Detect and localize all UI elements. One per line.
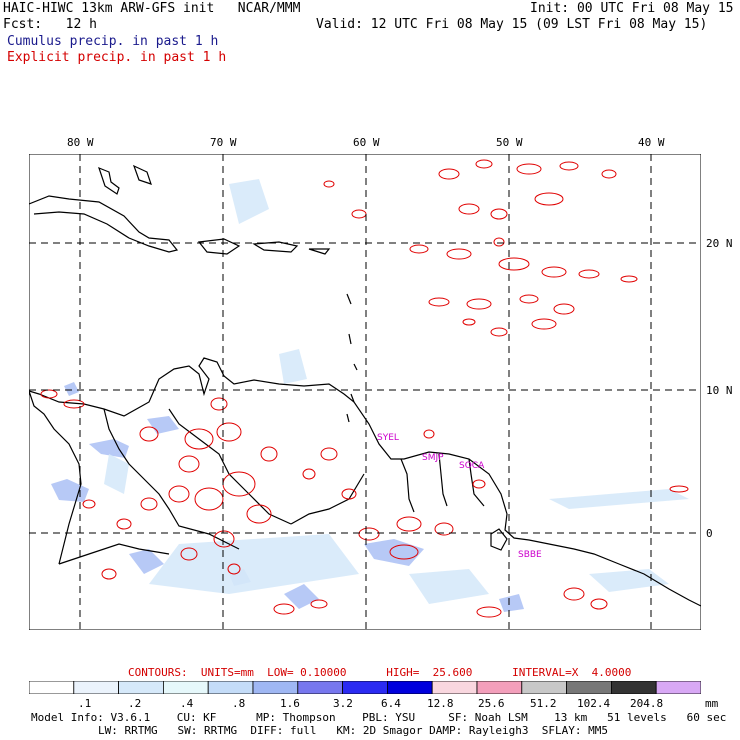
lon-label-60w: 60 W: [353, 136, 380, 149]
colorbar-swatch: [521, 681, 567, 694]
colorbar-swatch: [118, 681, 164, 694]
map-frame: [29, 154, 701, 630]
explicit-precip-layer: [40, 159, 689, 618]
valid-time: Valid: 12 UTC Fri 08 May 15 (09 LST Fri …: [316, 17, 708, 32]
lon-label-40w: 40 W: [638, 136, 665, 149]
colorbar-swatch: [297, 681, 343, 694]
precip-map: SYEL SMJP SOCA SBBE: [29, 154, 701, 630]
colorbar-swatch: [655, 681, 701, 694]
lon-label-80w: 80 W: [67, 136, 94, 149]
cbar-label-1.6: 1.6: [280, 697, 300, 710]
cbar-label-6.4: 6.4: [381, 697, 401, 710]
station-label-smjp: SMJP: [422, 453, 444, 463]
colorbar-swatch: [342, 681, 388, 694]
cbar-label-3.2: 3.2: [333, 697, 353, 710]
forecast-hour: Fcst: 12 h: [3, 17, 97, 32]
model-title: HAIC-HIWC 13km ARW-GFS init NCAR/MMM: [3, 1, 301, 16]
lat-label-10n: 10 N: [706, 384, 733, 397]
station-label-sbbe: SBBE: [518, 550, 542, 560]
colorbar-swatch: [431, 681, 478, 694]
colorbar-swatch: [29, 681, 75, 694]
cbar-label-0.1: .1: [78, 697, 92, 710]
colorbar-swatch: [386, 681, 433, 694]
colorbar-swatch: [207, 681, 254, 694]
contour-info: CONTOURS: UNITS=mm LOW= 0.10000 HIGH= 25…: [128, 666, 632, 679]
lat-label-20n: 20 N: [706, 237, 733, 250]
colorbar: [29, 681, 701, 694]
model-info-line2: LW: RRTMG SW: RRTMG DIFF: full KM: 2D Sm…: [98, 724, 608, 737]
colorbar-swatch: [611, 681, 657, 694]
cbar-label-102.4: 102.4: [577, 697, 611, 710]
colorbar-swatch: [566, 681, 612, 694]
cbar-label-51.2: 51.2: [530, 697, 557, 710]
station-label-syel: SYEL: [377, 433, 399, 443]
cbar-label-0.2: .2: [128, 697, 142, 710]
lon-label-50w: 50 W: [496, 136, 523, 149]
colorbar-swatch: [73, 681, 119, 694]
cbar-label-0.4: .4: [180, 697, 194, 710]
cbar-label-12.8: 12.8: [427, 697, 454, 710]
cbar-label-0.8: .8: [232, 697, 246, 710]
graticule-layer: [29, 154, 701, 630]
cumulus-light-layer: [104, 179, 689, 604]
cbar-label-204.8: 204.8: [630, 697, 664, 710]
colorbar-swatch: [476, 681, 523, 694]
lat-label-0: 0: [706, 527, 713, 540]
init-time: Init: 00 UTC Fri 08 May 15: [530, 1, 734, 16]
colorbar-swatch: [252, 681, 299, 694]
lon-label-70w: 70 W: [210, 136, 237, 149]
legend-cumulus: Cumulus precip. in past 1 h: [7, 34, 219, 49]
cbar-label-25.6: 25.6: [478, 697, 505, 710]
colorbar-swatch: [162, 681, 209, 694]
cbar-unit: mm: [705, 697, 719, 710]
legend-explicit: Explicit precip. in past 1 h: [7, 50, 227, 65]
station-label-soca: SOCA: [459, 461, 485, 471]
model-info-line1: Model Info: V3.6.1 CU: KF MP: Thompson P…: [31, 711, 727, 724]
